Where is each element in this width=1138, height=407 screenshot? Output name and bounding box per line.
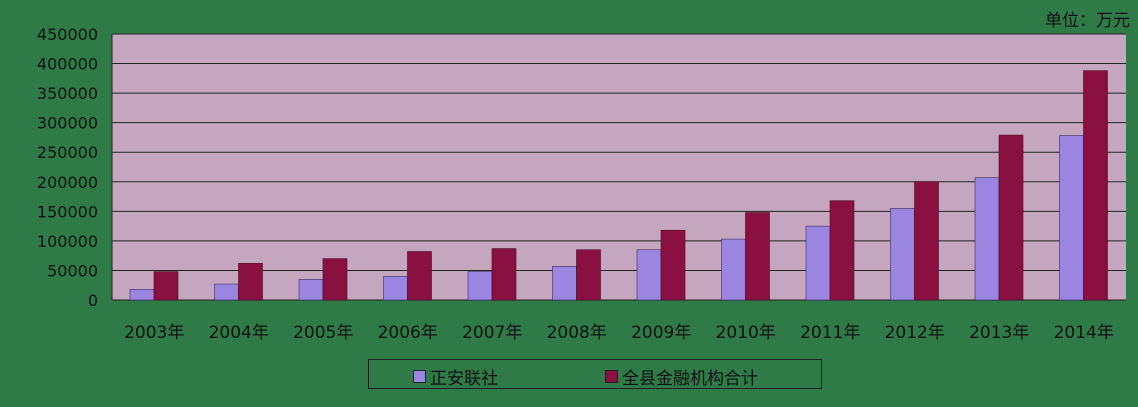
bar-series-2 bbox=[576, 249, 601, 301]
x-tick-label: 2005年 bbox=[293, 323, 353, 343]
x-tick-label: 2004年 bbox=[209, 323, 269, 343]
y-tick-label: 400000 bbox=[37, 55, 98, 74]
bar-series-2 bbox=[660, 229, 686, 301]
bar-series-2 bbox=[322, 258, 348, 301]
y-tick-label: 200000 bbox=[37, 173, 98, 192]
x-tick-label: 2008年 bbox=[547, 323, 607, 343]
legend-item-series-2: 全县金融机构合计 bbox=[605, 364, 758, 389]
x-tick-label: 2014年 bbox=[1054, 323, 1114, 343]
bar-series-2 bbox=[238, 263, 263, 301]
bar-series-1 bbox=[1059, 135, 1084, 301]
bar-series-1 bbox=[298, 279, 324, 301]
bar-series-2 bbox=[407, 251, 432, 301]
plot-area bbox=[112, 34, 1126, 300]
y-tick-label: 150000 bbox=[37, 202, 98, 221]
bar-series-1 bbox=[467, 271, 493, 301]
bar-series-2 bbox=[153, 271, 179, 301]
x-tick-label: 2012年 bbox=[885, 323, 945, 343]
bar-series-1 bbox=[552, 266, 577, 301]
bar-series-1 bbox=[974, 177, 1000, 301]
bar-series-2 bbox=[491, 248, 517, 301]
x-tick-label: 2003年 bbox=[124, 323, 184, 343]
x-tick-label: 2010年 bbox=[716, 323, 776, 343]
legend-label-series-1: 正安联社 bbox=[430, 369, 498, 389]
bar-series-1 bbox=[721, 238, 746, 301]
x-tick-label: 2006年 bbox=[378, 323, 438, 343]
bar-series-1 bbox=[214, 283, 239, 301]
bar-series-2 bbox=[914, 181, 939, 301]
y-tick-label: 250000 bbox=[37, 143, 98, 162]
bar-series-2 bbox=[1083, 70, 1108, 301]
legend-label-series-2: 全县金融机构合计 bbox=[622, 369, 758, 389]
y-tick-label: 50000 bbox=[47, 261, 98, 280]
bar-series-2 bbox=[745, 212, 770, 301]
bar-series-2 bbox=[829, 200, 855, 301]
legend-swatch-series-1 bbox=[413, 370, 426, 383]
bar-series-2 bbox=[998, 134, 1024, 301]
legend-item-series-1: 正安联社 bbox=[413, 364, 498, 389]
unit-label: 单位：万元 bbox=[1045, 11, 1130, 31]
y-tick-label: 0 bbox=[88, 291, 98, 310]
legend-swatch-series-2 bbox=[605, 370, 618, 383]
x-tick-label: 2009年 bbox=[631, 323, 691, 343]
bar-series-1 bbox=[129, 289, 155, 301]
y-tick-label: 350000 bbox=[37, 84, 98, 103]
x-tick-label: 2007年 bbox=[462, 323, 522, 343]
y-tick-label: 300000 bbox=[37, 114, 98, 133]
bar-series-1 bbox=[890, 208, 915, 301]
x-tick-label: 2013年 bbox=[969, 323, 1029, 343]
bar-series-1 bbox=[636, 249, 662, 301]
bar-series-1 bbox=[383, 276, 408, 301]
x-tick-label: 2011年 bbox=[800, 323, 860, 343]
y-tick-label: 100000 bbox=[37, 232, 98, 251]
legend: 正安联社 全县金融机构合计 bbox=[368, 359, 822, 389]
bar-series-1 bbox=[805, 225, 831, 301]
y-tick-label: 450000 bbox=[37, 25, 98, 44]
